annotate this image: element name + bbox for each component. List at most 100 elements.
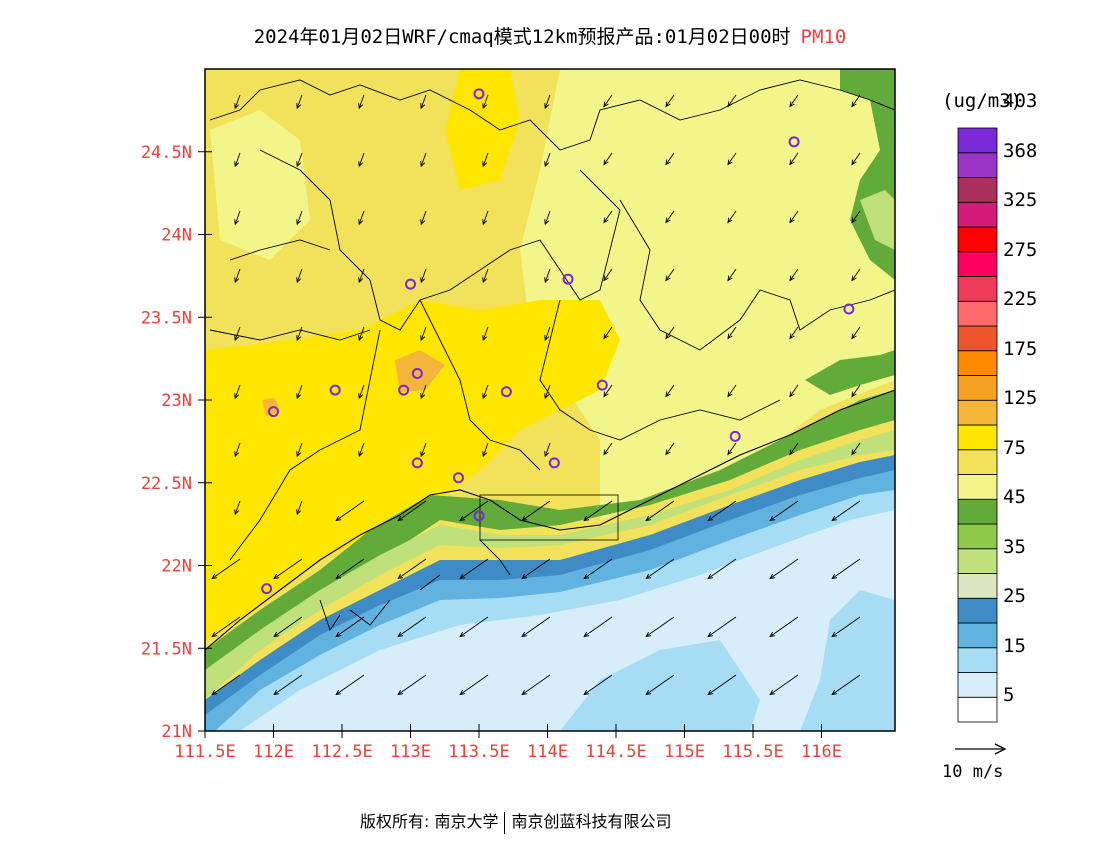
wind-arrow	[420, 442, 427, 457]
station-marker	[473, 510, 485, 522]
legend-unit: (ug/m3)	[942, 90, 1023, 112]
boundary-inner-3	[619, 199, 895, 351]
wind-arrow	[789, 94, 799, 107]
y-tick-label: 22.5N	[141, 474, 192, 494]
wind-arrow-head	[296, 103, 302, 110]
wind-arrow-head	[482, 451, 488, 458]
wind-arrow	[211, 558, 241, 579]
x-tick-label: 114E	[527, 742, 568, 762]
wind-arrow-head	[296, 277, 302, 284]
monitoring-stations	[261, 88, 855, 595]
legend-label: 125	[1003, 387, 1038, 410]
wind-arrow-head	[459, 515, 466, 522]
legend-label: 25	[1003, 585, 1026, 608]
wind-arrow-head	[397, 515, 404, 522]
wind-arrow-head	[544, 451, 550, 458]
x-tick-label: 111.5E	[174, 742, 235, 762]
wind-arrow	[665, 94, 675, 107]
wind-arrow-head	[727, 217, 733, 224]
wind-arrow	[831, 616, 861, 637]
x-tick-label: 116E	[801, 742, 842, 762]
y-tick-label: 21N	[161, 722, 192, 742]
legend-swatch	[957, 523, 998, 550]
wind-arrow	[544, 210, 551, 225]
legend-swatch	[957, 325, 998, 352]
wind-arrow	[459, 616, 489, 637]
wind-arrow	[234, 152, 241, 167]
reference-vector-label: 10 m/s	[942, 762, 1004, 782]
wind-arrow	[482, 210, 489, 225]
wind-arrow-head	[769, 631, 776, 638]
wind-arrow-head	[211, 689, 218, 696]
wind-arrow-head	[665, 101, 671, 108]
wind-arrow-head	[603, 217, 609, 224]
wind-arrow-head	[603, 449, 609, 456]
wind-arrow-head	[544, 219, 550, 226]
wind-arrow-head	[727, 391, 733, 398]
wind-arrow	[544, 442, 551, 457]
wind-arrow-head	[397, 573, 404, 580]
wind-arrow-head	[397, 631, 404, 638]
wind-arrow	[273, 616, 303, 637]
copyright-footer: 版权所有: 南京大学 南京创蓝科技有限公司	[360, 808, 672, 834]
wind-arrow-head	[358, 219, 364, 226]
wind-arrow	[234, 268, 241, 283]
wind-arrow	[603, 384, 613, 397]
station-marker	[411, 368, 423, 380]
wind-arrow	[482, 152, 489, 167]
wind-arrow-head	[420, 393, 426, 400]
legend-label: 15	[1003, 634, 1026, 657]
wind-arrow-head	[727, 333, 733, 340]
legend-swatch	[957, 127, 998, 154]
wind-arrow-head	[603, 333, 609, 340]
wind-arrow	[420, 210, 427, 225]
wind-arrow	[789, 210, 799, 223]
x-tick-label: 114.5E	[585, 742, 646, 762]
wind-arrow	[358, 152, 365, 167]
legend-swatch	[957, 573, 998, 599]
wind-arrow-head	[358, 393, 364, 400]
x-tick-label: 112E	[253, 742, 294, 762]
wind-arrow	[665, 152, 675, 165]
station-marker	[268, 406, 279, 418]
wind-arrow-head	[211, 573, 218, 580]
legend-swatch	[957, 498, 998, 525]
field-125-region	[205, 300, 620, 640]
wind-arrow-head	[482, 161, 488, 168]
legend-swatch	[957, 350, 998, 376]
legend-swatch	[957, 399, 998, 426]
wind-arrow-head	[851, 101, 857, 108]
wind-arrow	[358, 210, 365, 225]
wind-arrow-head	[851, 217, 857, 224]
wind-arrow-head	[727, 159, 733, 166]
y-tick-label: 23.5N	[141, 308, 192, 328]
wind-arrow	[583, 558, 613, 579]
legend-label: 368	[1003, 139, 1038, 162]
legend-swatch	[957, 375, 998, 401]
wind-arrow	[851, 210, 861, 223]
legend-swatch	[957, 548, 998, 574]
footer-divider	[504, 811, 506, 834]
wind-arrow-head	[482, 103, 488, 110]
wind-arrow	[234, 384, 241, 399]
wind-arrow-head	[789, 217, 795, 224]
wind-arrow-head	[544, 277, 550, 284]
legend-label: 275	[1003, 238, 1038, 261]
wind-arrow	[234, 500, 241, 515]
wind-arrow	[234, 442, 241, 457]
wind-arrow-head	[707, 631, 714, 638]
wind-arrow	[851, 268, 861, 281]
wind-arrow-head	[603, 159, 609, 166]
wind-arrow	[544, 94, 551, 109]
wind-arrow	[296, 268, 303, 283]
wind-arrow	[234, 326, 241, 341]
wind-vector-field	[211, 94, 861, 696]
wind-arrow-head	[707, 573, 714, 580]
wind-arrow	[296, 94, 303, 109]
wind-arrow	[665, 326, 675, 339]
wind-arrow	[851, 94, 861, 107]
wind-arrow	[544, 326, 551, 341]
wind-arrow	[727, 268, 737, 281]
wind-arrow-head	[273, 573, 280, 580]
wind-arrow-head	[727, 449, 733, 456]
